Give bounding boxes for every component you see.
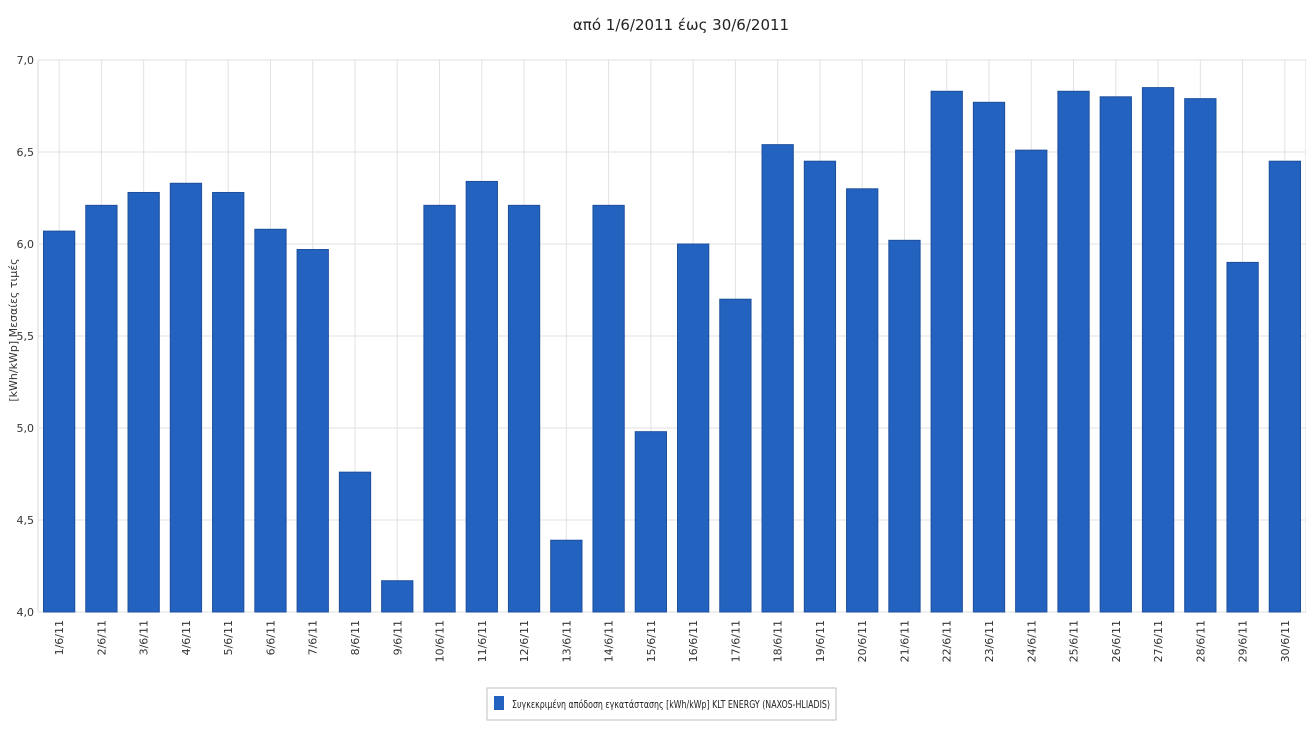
x-tick-label: 25/6/11 xyxy=(1068,620,1081,662)
x-tick-label: 24/6/11 xyxy=(1025,620,1038,662)
y-tick-label: 4,5 xyxy=(17,514,35,527)
y-tick-label: 6,5 xyxy=(17,146,35,159)
y-tick-label: 7,0 xyxy=(17,54,35,67)
x-tick-label: 15/6/11 xyxy=(645,620,658,662)
x-tick-label: 28/6/11 xyxy=(1194,620,1207,662)
legend xyxy=(486,687,837,721)
bar-26-6-11 xyxy=(1099,96,1132,613)
x-tick-label: 19/6/11 xyxy=(814,620,827,662)
y-tick-label: 5,0 xyxy=(17,422,35,435)
x-tick-label: 29/6/11 xyxy=(1237,620,1250,662)
bar-17-6-11 xyxy=(719,298,752,613)
y-tick-label: 5,5 xyxy=(17,330,35,343)
x-tick-label: 1/6/11 xyxy=(53,620,66,655)
x-tick-label: 5/6/11 xyxy=(222,620,235,655)
x-tick-label: 14/6/11 xyxy=(603,620,616,662)
bar-11-6-11 xyxy=(465,180,498,613)
x-tick-label: 11/6/11 xyxy=(476,620,489,662)
bar-23-6-11 xyxy=(972,101,1006,613)
bar-2-6-11 xyxy=(85,204,118,613)
x-tick-label: 20/6/11 xyxy=(856,620,869,662)
bar-28-6-11 xyxy=(1184,98,1217,613)
bar-29-6-11 xyxy=(1226,261,1259,613)
bar-21-6-11 xyxy=(888,239,921,613)
x-tick-label: 4/6/11 xyxy=(180,620,193,655)
x-tick-label: 7/6/11 xyxy=(307,620,320,655)
bar-18-6-11 xyxy=(761,144,794,613)
bar-20-6-11 xyxy=(846,188,879,613)
legend-label: Συγκεκριμένη απόδοση εγκατάστασης [kWh/k… xyxy=(512,698,830,711)
bar-10-6-11 xyxy=(423,204,456,613)
chart-title: από 1/6/2011 έως 30/6/2011 xyxy=(573,16,789,34)
bar-16-6-11 xyxy=(676,243,710,613)
bar-6-6-11 xyxy=(254,228,287,613)
bar-27-6-11 xyxy=(1141,87,1175,613)
bar-5-6-11 xyxy=(212,191,245,613)
bar-25-6-11 xyxy=(1057,90,1090,613)
x-tick-label: 2/6/11 xyxy=(95,620,108,655)
bar-13-6-11 xyxy=(550,539,583,613)
bar-15-6-11 xyxy=(634,431,668,613)
bar-3-6-11 xyxy=(127,191,160,613)
bar-24-6-11 xyxy=(1015,149,1048,613)
x-tick-label: 3/6/11 xyxy=(138,620,151,655)
x-tick-label: 9/6/11 xyxy=(391,620,404,655)
x-tick-label: 26/6/11 xyxy=(1110,620,1123,662)
bar-12-6-11 xyxy=(507,204,541,613)
x-tick-label: 12/6/11 xyxy=(518,620,531,662)
x-tick-label: 30/6/11 xyxy=(1279,620,1292,662)
x-tick-label: 8/6/11 xyxy=(349,620,362,655)
x-tick-label: 27/6/11 xyxy=(1152,620,1165,662)
bar-14-6-11 xyxy=(592,204,625,613)
x-tick-label: 10/6/11 xyxy=(434,620,447,662)
bar-4-6-11 xyxy=(169,182,203,613)
y-axis-label: [kWh/kWp] Μεσαίες τιμές xyxy=(7,258,20,401)
bar-30-6-11 xyxy=(1268,160,1302,613)
legend-swatch xyxy=(494,696,504,710)
y-tick-label: 4,0 xyxy=(17,606,35,619)
x-tick-label: 17/6/11 xyxy=(729,620,742,662)
x-tick-label: 6/6/11 xyxy=(264,620,277,655)
x-tick-label: 22/6/11 xyxy=(941,620,954,662)
bar-1-6-11 xyxy=(42,230,76,613)
x-tick-label: 18/6/11 xyxy=(772,620,785,662)
y-tick-label: 6,0 xyxy=(17,238,35,251)
bar-8-6-11 xyxy=(338,471,372,613)
x-tick-label: 16/6/11 xyxy=(687,620,700,662)
x-tick-label: 21/6/11 xyxy=(898,620,911,662)
bar-9-6-11 xyxy=(381,580,414,613)
x-tick-label: 13/6/11 xyxy=(560,620,573,662)
x-tick-label: 23/6/11 xyxy=(983,620,996,662)
bar-7-6-11 xyxy=(296,249,329,613)
bar-22-6-11 xyxy=(930,90,963,613)
bar-19-6-11 xyxy=(803,160,837,613)
